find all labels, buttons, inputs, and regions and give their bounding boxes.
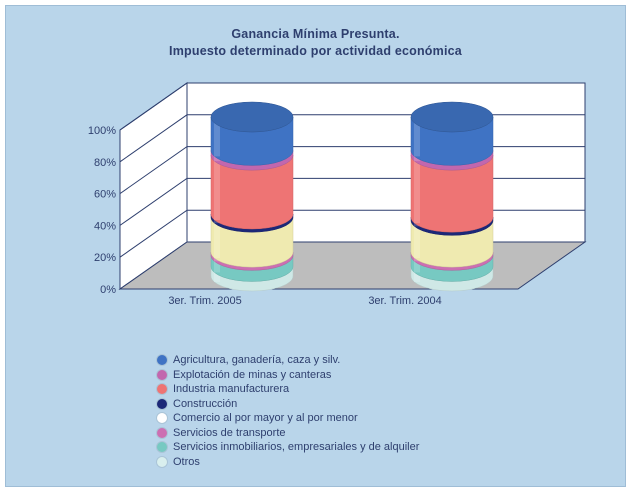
legend-swatch [157, 355, 167, 365]
x-tick-label: 3er. Trim. 2005 [168, 295, 241, 307]
chart-title: Ganancia Mínima Presunta. [231, 27, 400, 41]
y-tick-label: 40% [94, 220, 116, 232]
legend-swatch [157, 369, 167, 380]
legend-swatch [157, 413, 167, 423]
gridline [119, 82, 585, 131]
chart-bars [210, 101, 494, 292]
legend-swatch [157, 398, 167, 409]
legend-swatch [157, 442, 167, 452]
legend-label: Servicios inmobiliarios, empresariales y… [173, 441, 420, 453]
y-tick-label: 80% [94, 157, 116, 169]
legend-swatch [157, 384, 167, 394]
chart-walls [118, 82, 587, 290]
bar-stack [410, 101, 494, 292]
legend-label: Agricultura, ganadería, caza y silv. [173, 354, 341, 366]
bar-top [410, 101, 494, 133]
bar-stack [210, 101, 294, 292]
legend-label: Comercio al por mayor y al por menor [173, 412, 358, 424]
legend-label: Servicios de transporte [173, 426, 286, 439]
legend-label: Otros [173, 455, 200, 468]
legend-swatch [157, 427, 167, 438]
y-tick-label: 100% [88, 125, 116, 137]
x-tick-label: 3er. Trim. 2004 [368, 295, 441, 307]
legend-swatch [157, 456, 167, 467]
legend-label: Industria manufacturera [173, 383, 290, 395]
legend-label: Explotación de minas y canteras [173, 368, 332, 381]
y-tick-label: 0% [100, 284, 116, 296]
y-tick-label: 20% [94, 252, 116, 264]
bar-top [210, 101, 294, 133]
x-axis-labels: 3er. Trim. 2005 3er. Trim. 2004 [168, 295, 441, 307]
legend-label: Construcción [173, 397, 238, 410]
chart-subtitle: Impuesto determinado por actividad econó… [169, 44, 462, 58]
floor [118, 241, 587, 290]
y-tick-label: 60% [94, 189, 116, 201]
